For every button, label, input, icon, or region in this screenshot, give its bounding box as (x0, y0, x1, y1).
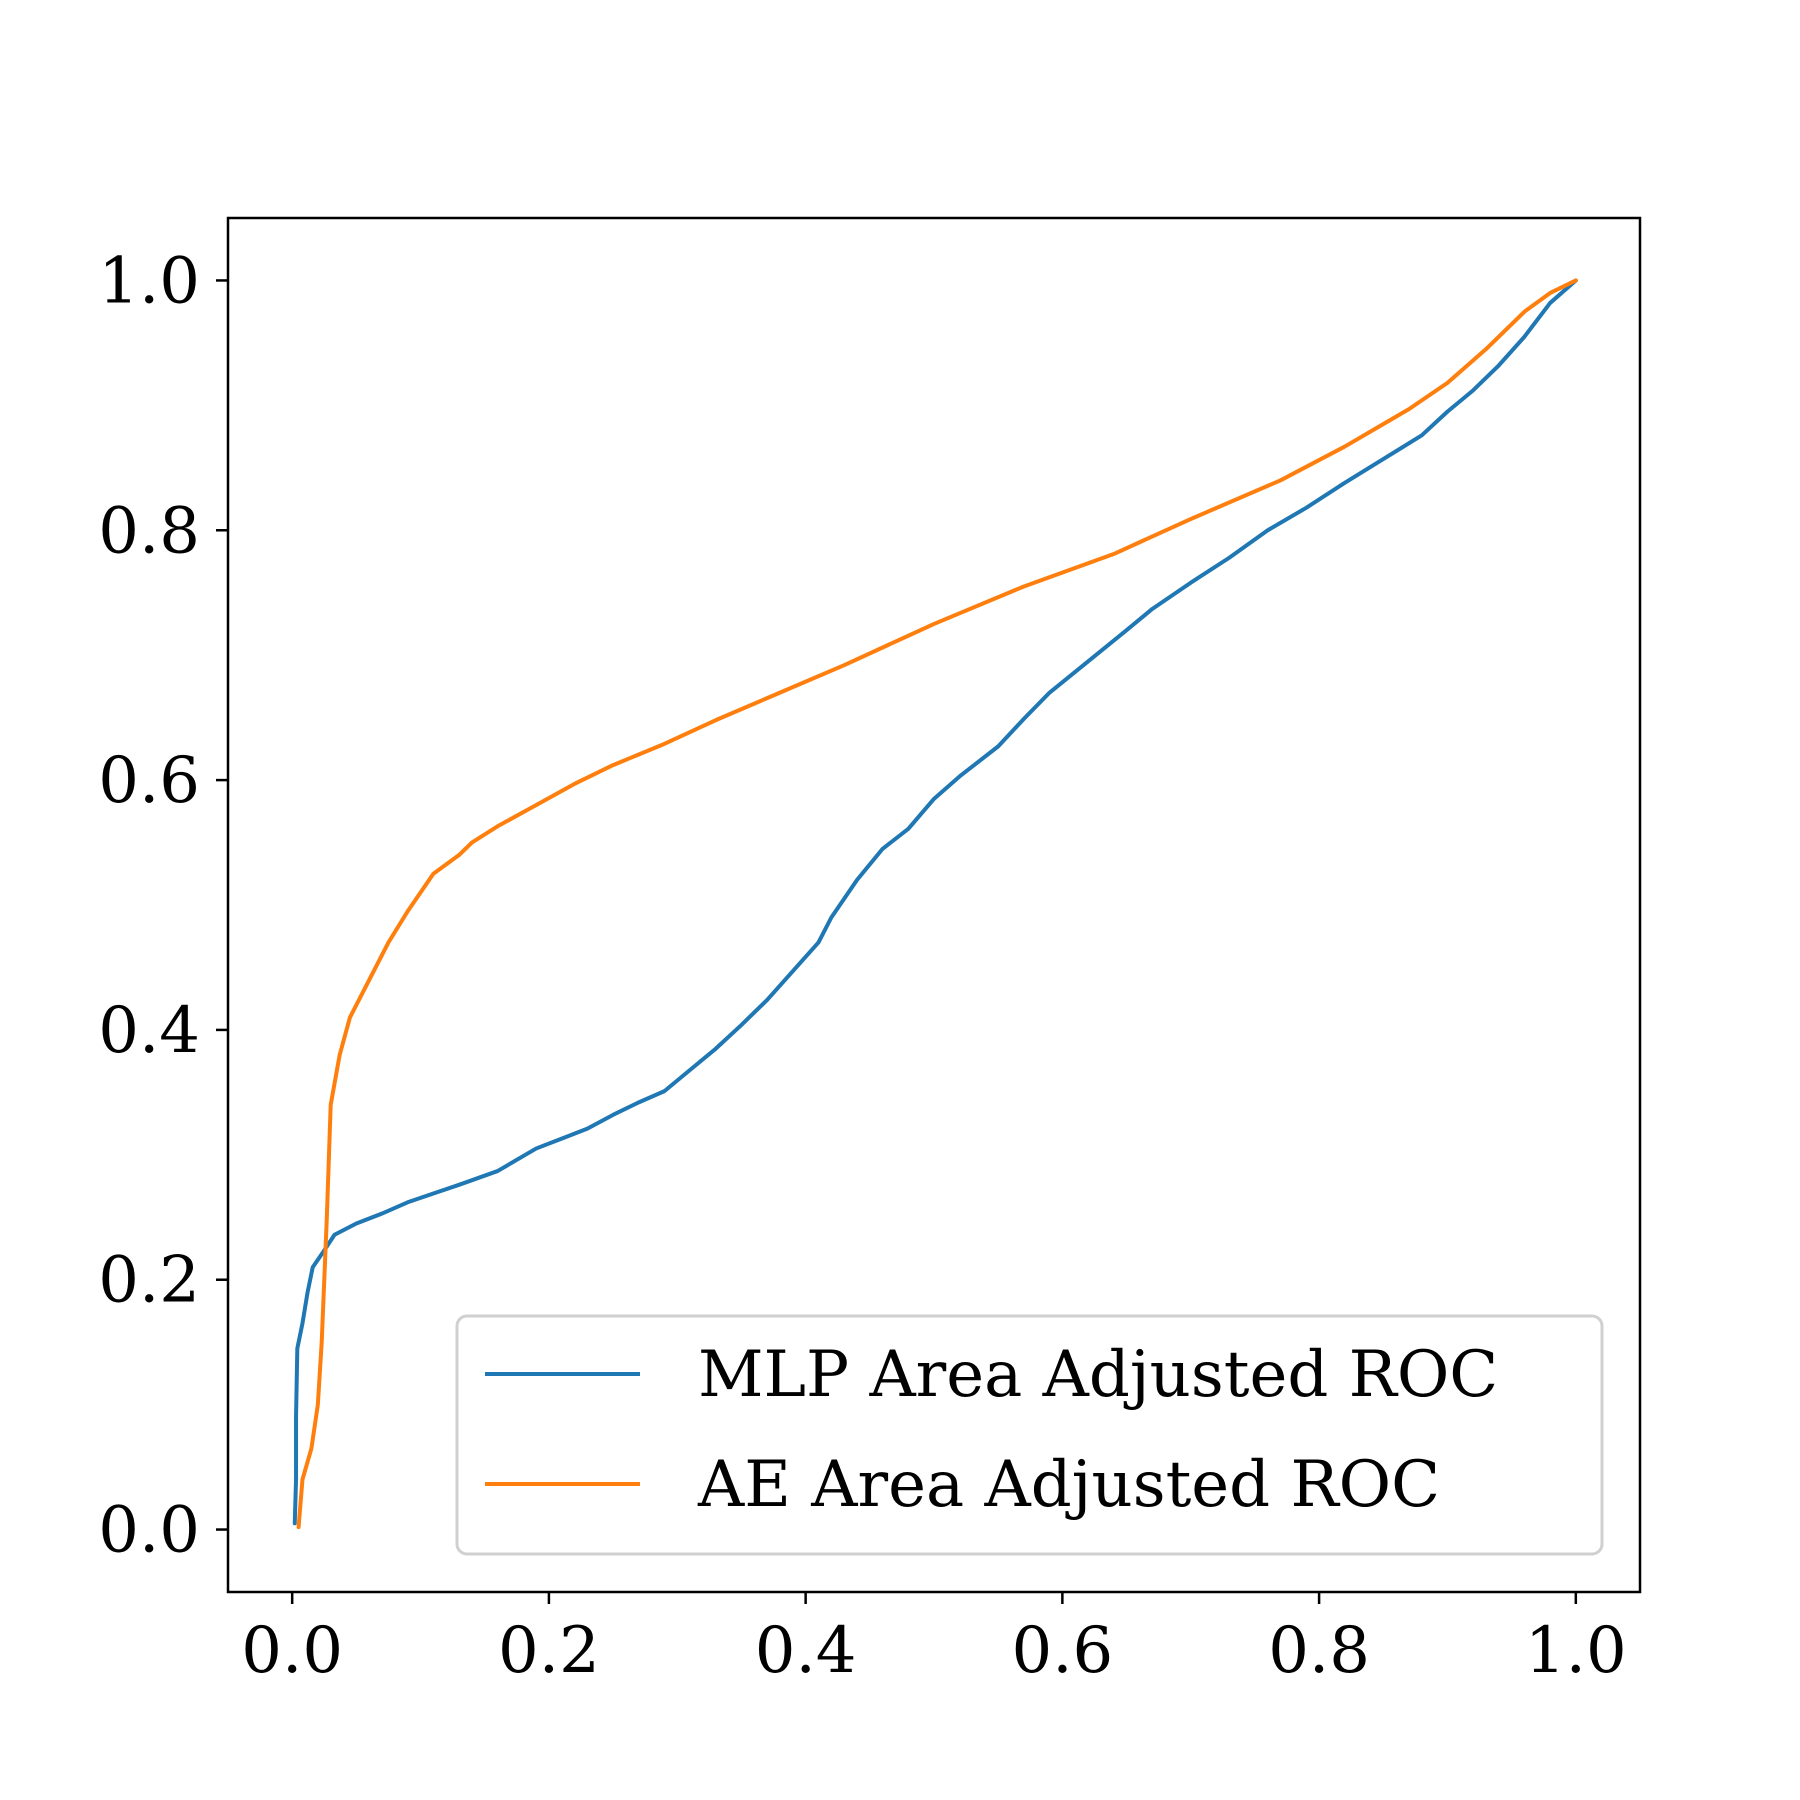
series-line-1 (296, 278, 1578, 1530)
y-axis: 0.0 0.2 0.4 0.6 0.8 1.0 (98, 244, 228, 1568)
y-tick-label-5: 1.0 (98, 244, 200, 318)
x-axis: 0.0 0.2 0.4 0.6 0.8 1.0 (241, 1592, 1627, 1688)
y-tick-label-0: 0.0 (98, 1494, 200, 1568)
x-tick-label-0: 0.0 (241, 1614, 343, 1688)
x-tick-label-1: 0.2 (498, 1614, 600, 1688)
legend-label-mlp: MLP Area Adjusted ROC (698, 1338, 1498, 1412)
legend-label-ae: AE Area Adjusted ROC (697, 1448, 1440, 1522)
x-tick-label-5: 1.0 (1525, 1614, 1627, 1688)
legend-box (455, 1314, 1604, 1556)
x-tick-label-3: 0.6 (1011, 1614, 1113, 1688)
y-tick-label-2: 0.4 (98, 994, 200, 1068)
x-tick-label-4: 0.8 (1268, 1614, 1370, 1688)
legend: MLP Area Adjusted ROC AE Area Adjusted R… (455, 1314, 1604, 1556)
y-tick-label-3: 0.6 (98, 744, 200, 818)
series-line-0 (292, 278, 1578, 1526)
y-tick-label-1: 0.2 (98, 1244, 200, 1318)
series-layer (292, 278, 1578, 1530)
y-tick-label-4: 0.8 (98, 494, 200, 568)
x-tick-label-2: 0.4 (755, 1614, 857, 1688)
plot-frame (226, 216, 1642, 1594)
